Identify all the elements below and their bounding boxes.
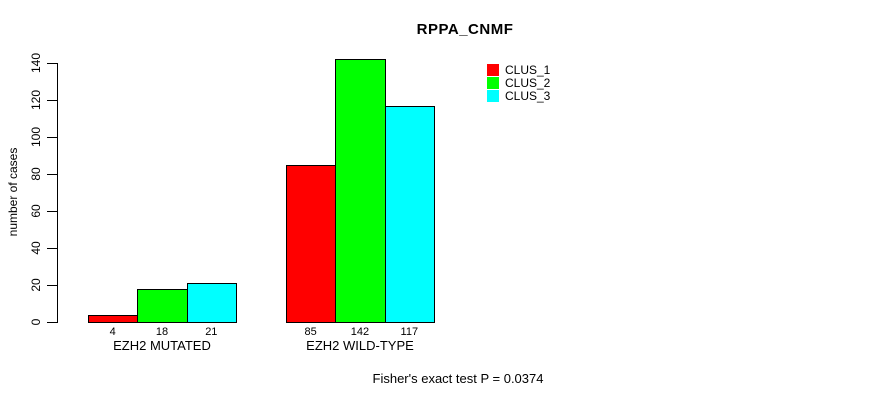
bar-clus_2-1 xyxy=(137,288,188,323)
category-label: EZH2 MUTATED xyxy=(113,338,211,353)
bar-clus_3-2 xyxy=(384,105,435,323)
chart-title: RPPA_CNMF xyxy=(416,21,514,38)
y-tick xyxy=(47,63,57,64)
y-tick-label: 100 xyxy=(29,126,43,148)
y-axis-label: number of cases xyxy=(6,147,20,237)
y-tick-label: 0 xyxy=(29,318,43,326)
bar-clus_1-2 xyxy=(286,164,337,323)
bar-clus_2-2 xyxy=(335,59,386,323)
legend-swatch-clus_1 xyxy=(487,64,499,76)
legend-swatch-clus_2 xyxy=(487,77,499,89)
y-tick xyxy=(47,100,57,101)
y-tick xyxy=(47,285,57,286)
y-tick-label: 80 xyxy=(29,167,43,181)
legend-label-clus_3: CLUS_3 xyxy=(505,89,551,103)
y-tick-label: 40 xyxy=(29,241,43,255)
bar-value-label: 18 xyxy=(155,326,169,338)
legend-label-clus_2: CLUS_2 xyxy=(505,76,551,90)
y-tick xyxy=(47,137,57,138)
y-tick-label: 60 xyxy=(29,204,43,218)
legend-label-clus_1: CLUS_1 xyxy=(505,63,551,77)
y-tick xyxy=(47,322,57,323)
bar-value-label: 142 xyxy=(350,326,370,338)
y-axis-line xyxy=(57,63,58,323)
bar-value-label: 117 xyxy=(400,326,419,338)
bar-value-label: 85 xyxy=(304,326,317,338)
y-tick-label: 20 xyxy=(29,278,43,292)
legend-swatch-clus_3 xyxy=(487,90,499,102)
bar-clus_1-1 xyxy=(88,314,139,323)
fishers-test-annotation: Fisher's exact test P = 0.0374 xyxy=(372,371,544,386)
bar-value-label: 21 xyxy=(205,326,218,338)
category-label: EZH2 WILD-TYPE xyxy=(306,338,414,353)
bar-value-label: 4 xyxy=(109,326,116,338)
y-tick-label: 120 xyxy=(29,89,43,111)
y-tick-label: 140 xyxy=(29,52,43,74)
y-tick xyxy=(47,174,57,175)
y-tick xyxy=(47,211,57,212)
bar-clus_3-1 xyxy=(186,283,237,323)
y-tick xyxy=(47,248,57,249)
